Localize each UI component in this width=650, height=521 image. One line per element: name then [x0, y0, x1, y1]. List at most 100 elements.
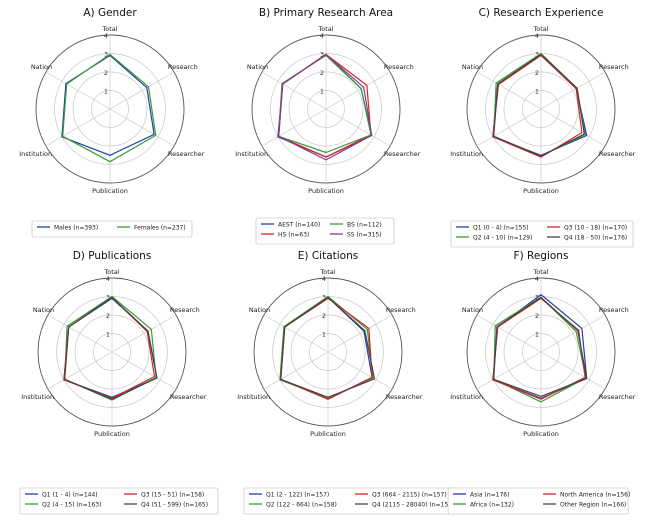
- radial-tick-label: 4: [535, 275, 539, 283]
- radial-tick-label: 1: [535, 331, 539, 339]
- radial-tick-label: 2: [535, 312, 539, 320]
- radial-tick-label: 4: [320, 32, 324, 40]
- axis-label-researcher: Researcher: [170, 393, 207, 401]
- series-line-hs-n-63: [278, 53, 372, 158]
- legend-entry: Q1 (2 - 122) (n=157): [266, 492, 329, 499]
- axis-label-researcher: Researcher: [168, 150, 205, 158]
- radial-tick-label: 1: [104, 88, 108, 96]
- legend-box: [447, 487, 629, 515]
- series-line-females-n-237: [62, 53, 157, 163]
- axis-label-institution: Institution: [21, 393, 54, 401]
- axis-spoke: [325, 71, 391, 110]
- axis-label-researcher: Researcher: [386, 393, 423, 401]
- axis-label-institution: Institution: [237, 393, 270, 401]
- axis-spoke: [109, 71, 175, 110]
- axis-spoke: [261, 71, 327, 110]
- axis-label-research: Research: [384, 63, 414, 71]
- axis-spoke: [45, 71, 111, 110]
- axis-label-researcher: Researcher: [599, 150, 636, 158]
- legend: Q1 (0 - 4) (n=155) Q2 (4 - 10) (n=129) Q3 …: [450, 220, 634, 248]
- axis-label-publication: Publication: [94, 430, 130, 438]
- series-line-q2-122-664-n-158: [279, 295, 374, 399]
- legend-entry: HS (n=63): [278, 232, 309, 239]
- axis-spoke: [540, 71, 606, 110]
- radial-tick-label: 3: [535, 51, 539, 59]
- axis-spoke: [47, 314, 113, 353]
- chart-title: B) Primary Research Area: [259, 7, 393, 19]
- radial-tick-label: 3: [104, 51, 108, 59]
- radar-chart-6: F) Regions1234TotalResearchResearcherPub…: [447, 250, 636, 515]
- axis-spoke: [540, 351, 606, 390]
- axis-label-researcher: Researcher: [599, 393, 636, 401]
- axis-label-total: Total: [317, 25, 333, 33]
- legend-box: [255, 217, 395, 245]
- series-line-q4-18-50-n-176: [493, 53, 585, 157]
- legend-entry: Q1 (0 - 4) (n=155): [473, 225, 529, 232]
- axis-spoke: [263, 351, 329, 390]
- radial-tick-label: 3: [322, 294, 326, 302]
- radial-tick-label: 1: [106, 331, 110, 339]
- legend-entry: Q4 (2115 - 28040) (n=158): [372, 502, 454, 509]
- axis-label-total: Total: [532, 268, 548, 276]
- series-line-q4-51-599-n-165: [64, 296, 158, 400]
- legend-entry: Males (n=393): [54, 225, 98, 232]
- axis-spoke: [111, 351, 177, 390]
- axis-label-research: Research: [168, 63, 198, 71]
- radial-tick-label: 2: [322, 312, 326, 320]
- radial-tick-label: 1: [320, 88, 324, 96]
- legend-entry: AEST (n=140): [278, 222, 320, 229]
- series-line-other-region-n-166: [493, 296, 588, 397]
- axis-label-publication: Publication: [523, 187, 559, 195]
- axis-label-research: Research: [170, 306, 200, 314]
- legend-entry: Q2 (122 - 664) (n=158): [266, 502, 337, 509]
- chart-title: A) Gender: [83, 7, 137, 19]
- axis-spoke: [476, 351, 542, 390]
- axis-spoke: [261, 108, 327, 147]
- radial-tick-label: 3: [106, 294, 110, 302]
- series-line-q2-4-15-n-163: [64, 295, 157, 401]
- legend-entry: Q3 (10 - 18) (n=170): [564, 225, 627, 232]
- radial-tick-label: 2: [535, 69, 539, 77]
- axis-spoke: [325, 108, 391, 147]
- axis-label-publication: Publication: [523, 430, 559, 438]
- axis-label-publication: Publication: [308, 187, 344, 195]
- axis-label-nation: Nation: [33, 306, 54, 314]
- radial-tick-label: 4: [322, 275, 326, 283]
- axis-label-nation: Nation: [462, 306, 483, 314]
- legend-entry: Asia (n=176): [470, 492, 509, 499]
- series-line-africa-n-132: [493, 296, 587, 403]
- legend-box: [31, 220, 193, 238]
- axis-label-research: Research: [599, 63, 629, 71]
- legend: Q1 (2 - 122) (n=157) Q2 (122 - 664) (n=15…: [243, 487, 457, 515]
- series-line-bs-n-112: [278, 54, 372, 154]
- axis-spoke: [45, 108, 111, 147]
- legend-entry: Q3 (15 - 51) (n=158): [141, 492, 204, 499]
- axis-spoke: [327, 351, 393, 390]
- legend-entry: Q1 (1 - 4) (n=144): [42, 492, 98, 499]
- radial-tick-label: 2: [104, 69, 108, 77]
- legend-entry: BS (n=112): [347, 222, 382, 229]
- legend: Males (n=393) Females (n=237): [31, 220, 193, 238]
- axis-label-research: Research: [599, 306, 629, 314]
- axis-label-institution: Institution: [450, 150, 483, 158]
- radial-tick-label: 2: [106, 312, 110, 320]
- axis-label-institution: Institution: [450, 393, 483, 401]
- legend-entry: Q3 (664 - 2115) (n=157): [372, 492, 447, 499]
- axis-label-publication: Publication: [92, 187, 128, 195]
- axis-spoke: [476, 71, 542, 110]
- radial-tick-label: 3: [320, 51, 324, 59]
- legend-entry: Females (n=237): [134, 225, 186, 232]
- axis-spoke: [111, 314, 177, 353]
- radial-tick-label: 1: [322, 331, 326, 339]
- chart-title: C) Research Experience: [479, 7, 604, 19]
- legend-entry: Q4 (18 - 50) (n=176): [564, 235, 627, 242]
- series-line-q3-10-18-n-170: [492, 54, 583, 158]
- axis-label-nation: Nation: [249, 306, 270, 314]
- axis-spoke: [109, 108, 175, 147]
